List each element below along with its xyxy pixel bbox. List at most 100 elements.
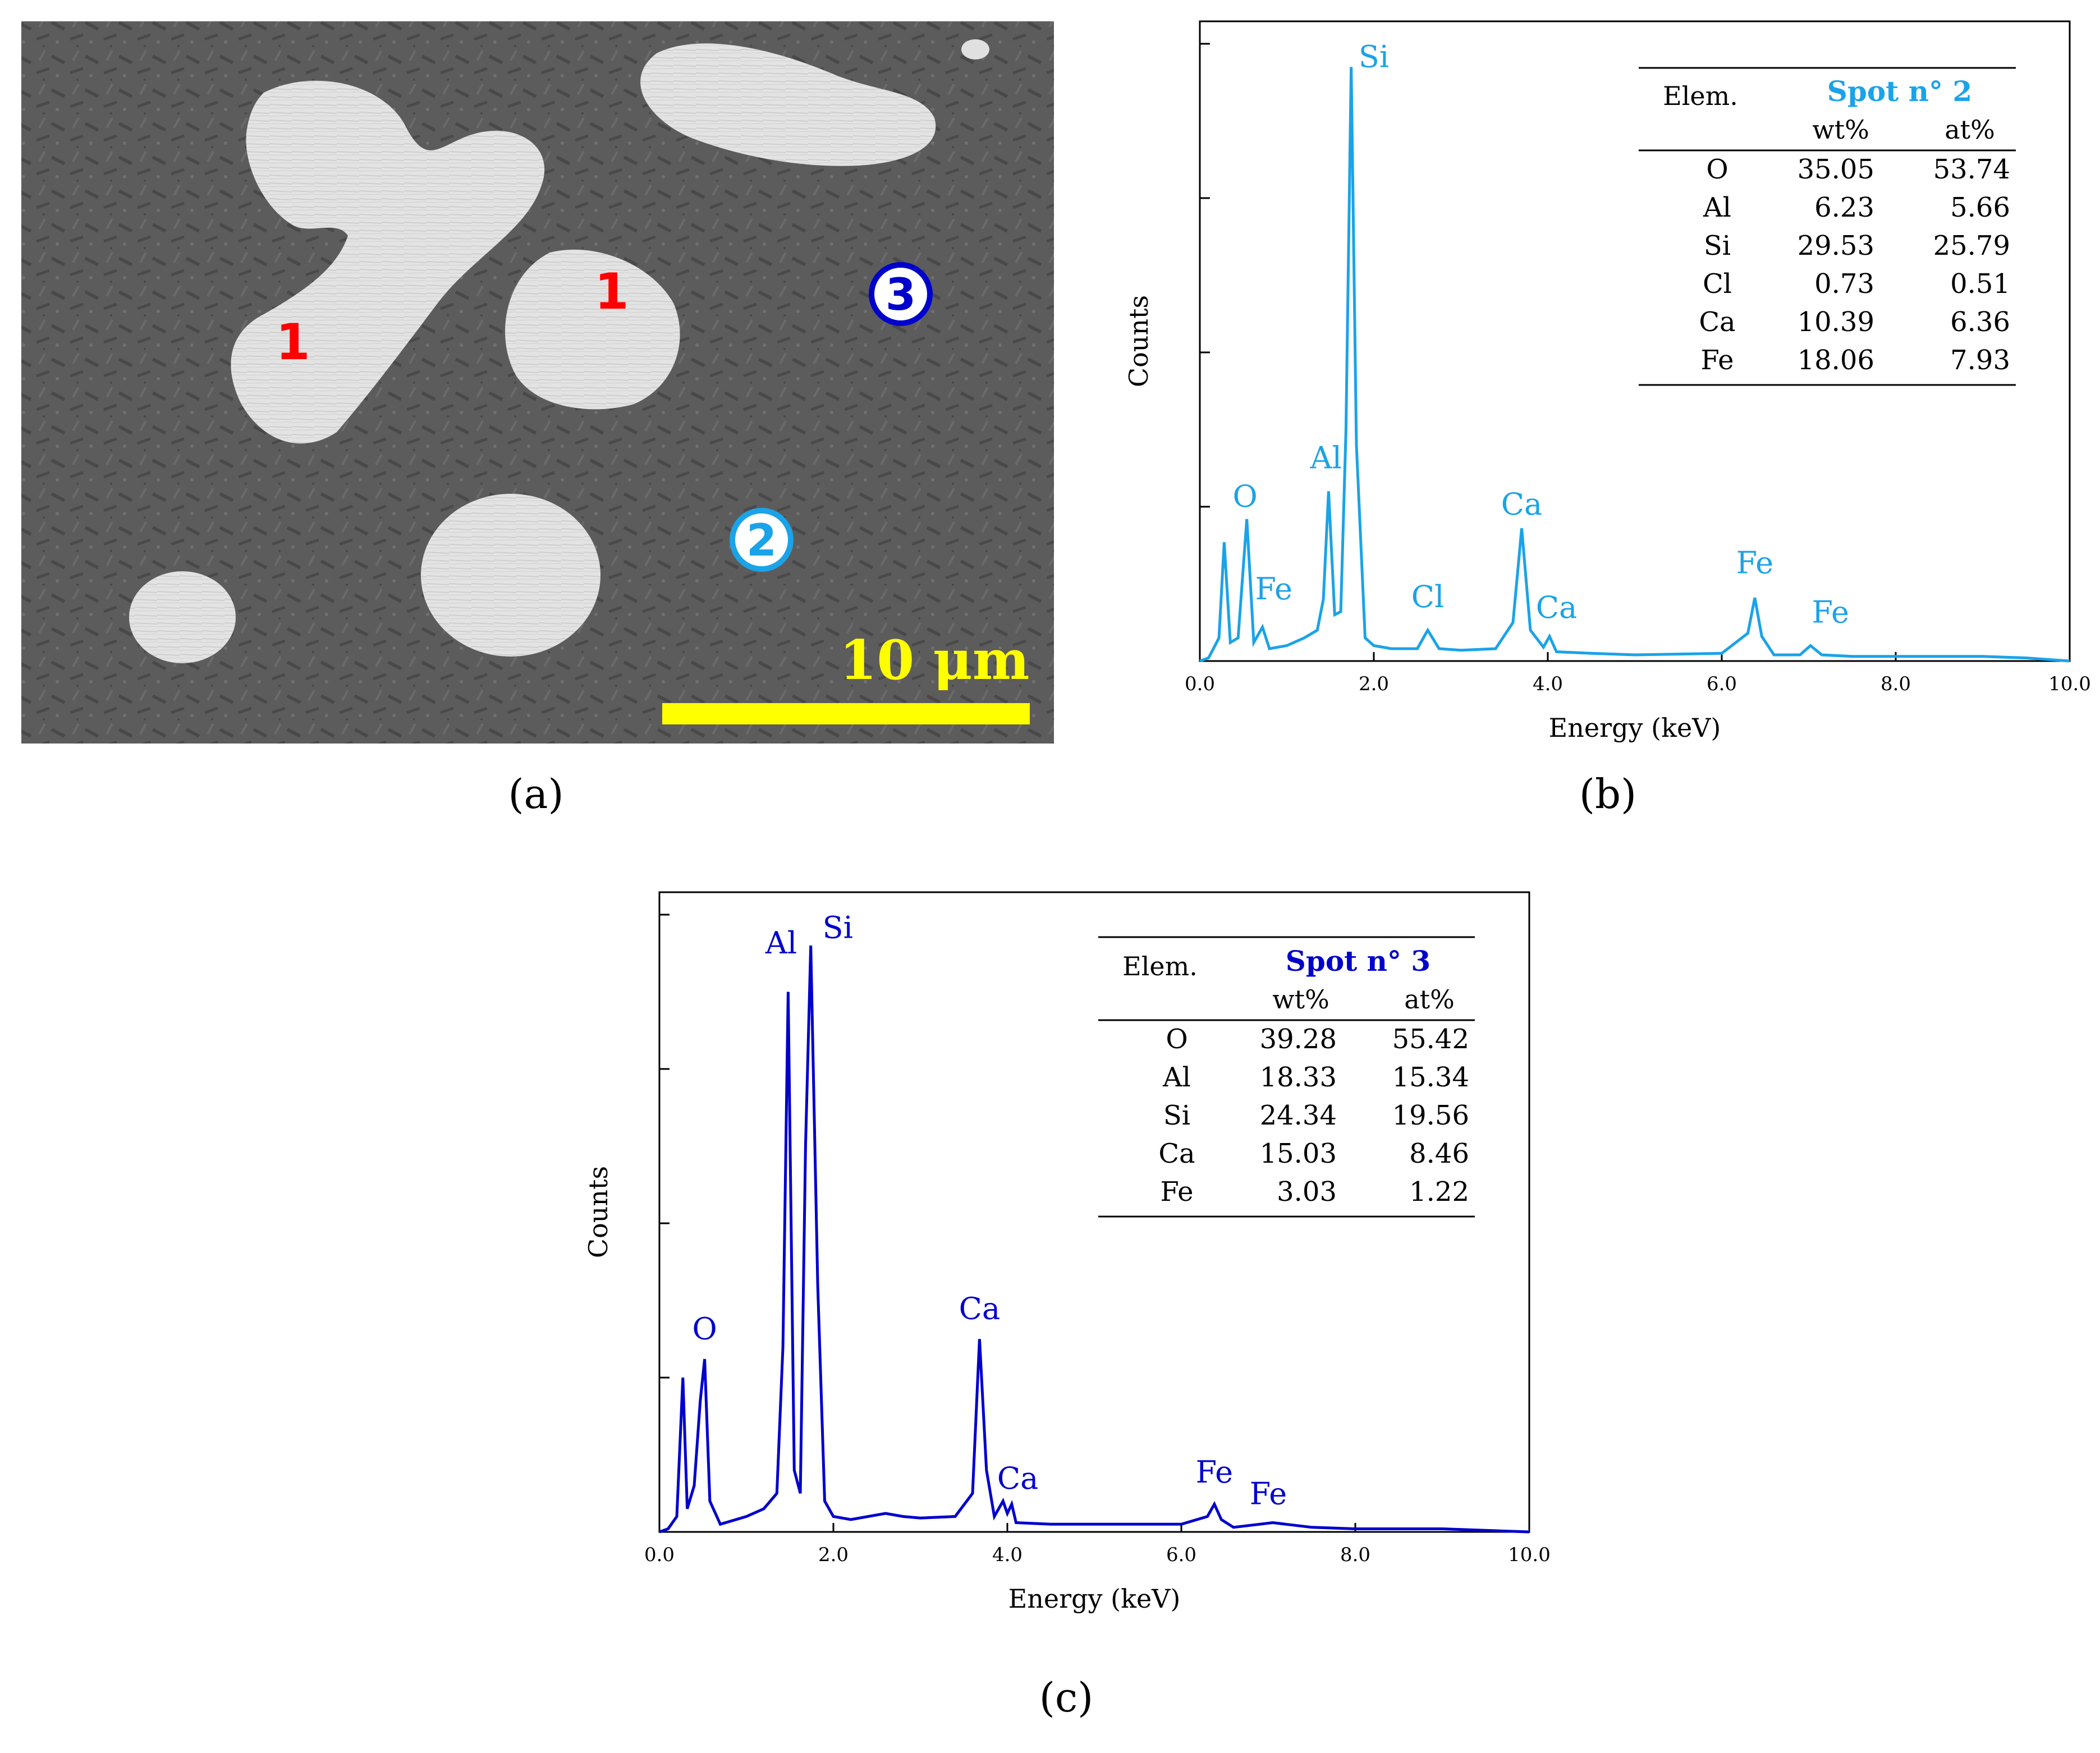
eds-chart-spot-3: 0.0 2.0 4.0 6.0 8.0 10.0 Counts Energy (keV) … bbox=[583, 891, 1551, 1614]
peak-label: Ca bbox=[1501, 487, 1543, 522]
table-cell-at: 19.56 bbox=[1392, 1100, 1469, 1131]
spot-marker-3-label: 3 bbox=[886, 270, 916, 320]
table-row: Si 29.53 25.79 bbox=[1704, 230, 2010, 261]
table-cell-at: 0.51 bbox=[1950, 268, 2010, 300]
table-cell-elem: Ca bbox=[1158, 1138, 1195, 1169]
peak-label: Al bbox=[765, 925, 797, 961]
table-row: Fe 3.03 1.22 bbox=[1160, 1176, 1469, 1208]
spot-marker-3: 3 bbox=[869, 262, 933, 326]
table-rows: O 35.05 53.74 Al 6.23 5.66 Si 29.53 25.79 Cl 0.73 0… bbox=[1699, 154, 2010, 376]
table-cell-elem: O bbox=[1166, 1024, 1187, 1055]
peak-label: Cl bbox=[1411, 579, 1445, 614]
table-spot-title: Spot n° 3 bbox=[1286, 944, 1430, 978]
spot-marker-1b: 1 bbox=[594, 263, 629, 320]
panel-label-c: (c) bbox=[1039, 1674, 1094, 1721]
table-row: Ca 15.03 8.46 bbox=[1158, 1138, 1469, 1169]
peak-label: Ca bbox=[997, 1461, 1039, 1496]
eds-chart-spot-2: 0.0 2.0 4.0 6.0 8.0 10.0 Counts Energy (keV) … bbox=[1124, 20, 2091, 743]
x-tick-label: 10.0 bbox=[2048, 673, 2091, 695]
peak-label: Si bbox=[1359, 39, 1389, 74]
table-row: Cl 0.73 0.51 bbox=[1703, 268, 2010, 300]
spectrum-line bbox=[1199, 67, 2070, 663]
x-tick-label: 0.0 bbox=[644, 1544, 675, 1566]
table-cell-wt: 15.03 bbox=[1260, 1138, 1337, 1169]
plot-frame bbox=[1199, 20, 2071, 662]
composition-table: Elem. Spot n° 3 wt% at% O 39.28 55.42 Al 18.… bbox=[1098, 936, 1475, 1218]
spot-marker-2: 2 bbox=[730, 508, 794, 572]
table-cell-wt: 6.23 bbox=[1814, 192, 1874, 223]
sem-particle-oval bbox=[421, 494, 600, 657]
panel-label-b: (b) bbox=[1579, 770, 1636, 818]
table-cell-at: 7.93 bbox=[1950, 345, 2010, 376]
table-cell-wt: 29.53 bbox=[1798, 230, 1874, 261]
table-cell-at: 25.79 bbox=[1933, 230, 2010, 261]
x-tick-label: 4.0 bbox=[1533, 673, 1563, 695]
scale-bar bbox=[662, 703, 1030, 724]
sem-particle-large bbox=[231, 80, 545, 444]
table-cell-at: 15.34 bbox=[1392, 1062, 1469, 1093]
table-cell-at: 5.66 bbox=[1950, 192, 2010, 223]
table-cell-wt: 24.34 bbox=[1260, 1100, 1337, 1131]
x-tick-label: 6.0 bbox=[1707, 673, 1737, 695]
table-row: Al 6.23 5.66 bbox=[1703, 192, 2010, 223]
peak-label: Si bbox=[823, 910, 853, 945]
x-tick-label: 2.0 bbox=[1359, 673, 1389, 695]
table-col-wt: wt% bbox=[1272, 984, 1329, 1015]
sem-particle-right bbox=[505, 249, 680, 410]
table-cell-elem: Al bbox=[1162, 1062, 1191, 1093]
x-axis-label: Energy (keV) bbox=[1549, 713, 1721, 743]
table-cell-at: 53.74 bbox=[1933, 154, 2010, 185]
table-cell-elem: Cl bbox=[1703, 268, 1732, 300]
x-ticks: 0.0 2.0 4.0 6.0 8.0 10.0 bbox=[1185, 652, 2091, 695]
table-cell-at: 6.36 bbox=[1950, 306, 2010, 338]
peak-label: Ca bbox=[959, 1291, 1001, 1327]
sem-particle-small bbox=[129, 571, 236, 663]
table-elem-header: Elem. bbox=[1122, 951, 1198, 981]
peak-labels: O Fe Al Si Cl Ca Ca Fe Fe bbox=[1232, 39, 1849, 630]
table-col-wt: wt% bbox=[1812, 114, 1869, 145]
peak-label: Ca bbox=[1536, 590, 1578, 625]
y-axis-label: Counts bbox=[583, 1166, 613, 1258]
sem-particle-top bbox=[640, 43, 936, 166]
table-cell-elem: Si bbox=[1704, 230, 1731, 261]
plot-frame bbox=[658, 891, 1530, 1533]
peak-labels: O Al Si Ca Ca Fe Fe bbox=[692, 910, 1287, 1511]
table-cell-at: 8.46 bbox=[1409, 1138, 1469, 1169]
sem-particle-tiny bbox=[961, 39, 989, 59]
table-row: Fe 18.06 7.93 bbox=[1700, 345, 2010, 376]
table-cell-wt: 0.73 bbox=[1814, 268, 1874, 300]
table-cell-elem: Ca bbox=[1699, 306, 1735, 338]
peak-label: Fe bbox=[1812, 594, 1849, 630]
peak-label: Fe bbox=[1196, 1454, 1233, 1490]
panel-label-a: (a) bbox=[508, 770, 563, 818]
x-tick-label: 6.0 bbox=[1166, 1544, 1196, 1566]
composition-table: Elem. Spot n° 2 wt% at% O 35.05 53.74 Al 6.2… bbox=[1639, 67, 2016, 386]
table-spot-title: Spot n° 2 bbox=[1827, 75, 1972, 108]
y-ticks bbox=[659, 914, 670, 1379]
table-cell-elem: Al bbox=[1703, 192, 1731, 223]
table-cell-wt: 39.28 bbox=[1260, 1024, 1337, 1055]
x-tick-label: 2.0 bbox=[818, 1544, 849, 1566]
table-cell-elem: Fe bbox=[1700, 345, 1734, 376]
table-rows: O 39.28 55.42 Al 18.33 15.34 Si 24.34 19.56 Ca 15.… bbox=[1158, 1024, 1469, 1208]
spectrum-line bbox=[659, 945, 1530, 1534]
peak-label: Fe bbox=[1250, 1476, 1287, 1512]
table-cell-wt: 18.33 bbox=[1260, 1062, 1337, 1093]
table-cell-elem: Si bbox=[1163, 1100, 1190, 1131]
spot-marker-1a: 1 bbox=[276, 313, 310, 371]
y-ticks bbox=[1200, 43, 1210, 508]
peak-label: Fe bbox=[1255, 571, 1292, 607]
table-cell-wt: 35.05 bbox=[1798, 154, 1874, 185]
x-tick-label: 10.0 bbox=[1508, 1544, 1551, 1566]
sem-image: 1 1 2 3 10 μm bbox=[21, 21, 1054, 744]
y-axis-label: Counts bbox=[1124, 295, 1154, 387]
x-tick-label: 4.0 bbox=[992, 1544, 1023, 1566]
x-tick-label: 0.0 bbox=[1185, 673, 1215, 695]
table-cell-elem: Fe bbox=[1160, 1176, 1193, 1208]
table-row: Al 18.33 15.34 bbox=[1162, 1062, 1469, 1093]
peak-label: Al bbox=[1310, 440, 1342, 475]
table-col-at: at% bbox=[1404, 984, 1455, 1015]
peak-label: O bbox=[1232, 479, 1257, 514]
table-cell-wt: 18.06 bbox=[1798, 345, 1874, 376]
